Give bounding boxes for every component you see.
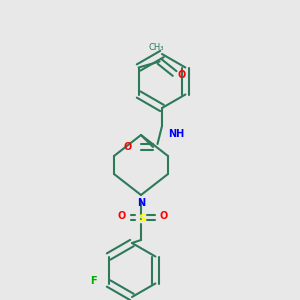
Text: O: O: [124, 142, 132, 152]
Text: S: S: [139, 214, 146, 224]
Text: N: N: [137, 198, 145, 208]
Text: CH₃: CH₃: [149, 44, 164, 52]
Text: O: O: [159, 211, 167, 221]
Text: NH: NH: [168, 129, 184, 139]
Text: O: O: [118, 211, 126, 221]
Text: O: O: [178, 70, 186, 80]
Text: F: F: [90, 275, 97, 286]
